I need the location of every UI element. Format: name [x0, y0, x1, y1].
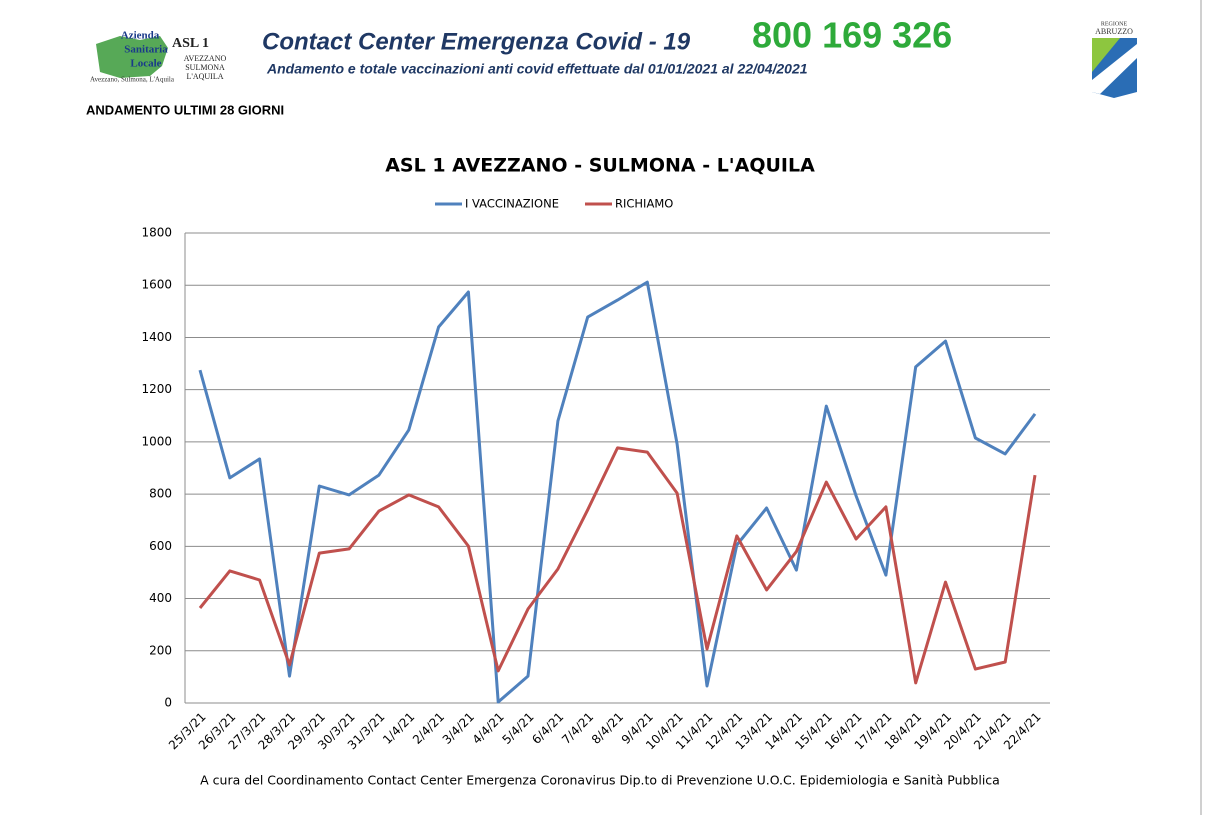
y-tick-label: 1800	[141, 226, 172, 240]
logo-text: Sanitaria	[124, 44, 168, 56]
region-text: ABRUZZO	[1095, 27, 1133, 36]
legend-label: I VACCINAZIONE	[465, 197, 559, 211]
section-label: ANDAMENTO ULTIMI 28 GIORNI	[86, 102, 284, 117]
chart-title: ASL 1 AVEZZANO - SULMONA - L'AQUILA	[385, 155, 815, 177]
logo-shape	[96, 36, 168, 78]
region-logo: REGIONE ABRUZZO	[1092, 21, 1137, 98]
asl-sub: AVEZZANO	[184, 54, 227, 63]
footer: A cura del Coordinamento Contact Center …	[200, 773, 1000, 788]
y-tick-label: 600	[149, 539, 172, 553]
y-tick-label: 200	[149, 643, 172, 657]
logo-caption: Avezzano, Sulmona, L'Aquila	[90, 76, 175, 84]
logo-text: Locale	[130, 58, 161, 70]
asl-logo: Azienda Sanitaria Locale Avezzano, Sulmo…	[90, 30, 226, 84]
y-tick-label: 1600	[141, 278, 172, 292]
y-tick-label: 1000	[141, 434, 172, 448]
y-tick-label: 1200	[141, 382, 172, 396]
asl-sub: SULMONA	[185, 63, 225, 72]
y-tick-label: 0	[164, 696, 172, 710]
series-line	[198, 280, 1037, 704]
series-line	[198, 446, 1037, 685]
y-tick-label: 800	[149, 487, 172, 501]
header-title: Contact Center Emergenza Covid - 19	[262, 28, 691, 55]
asl-sub: L'AQUILA	[187, 72, 224, 81]
phone: 800 169 326	[752, 15, 952, 56]
region-text: REGIONE	[1101, 21, 1128, 27]
asl-name: ASL 1	[172, 36, 209, 51]
y-tick-label: 400	[149, 591, 172, 605]
legend-label: RICHIAMO	[615, 197, 673, 211]
shield-stripe	[1092, 44, 1137, 94]
logo-text: Azienda	[121, 30, 160, 42]
header-subtitle: Andamento e totale vaccinazioni anti cov…	[266, 61, 808, 77]
shield-green	[1092, 38, 1120, 72]
y-tick-label: 1400	[141, 330, 172, 344]
